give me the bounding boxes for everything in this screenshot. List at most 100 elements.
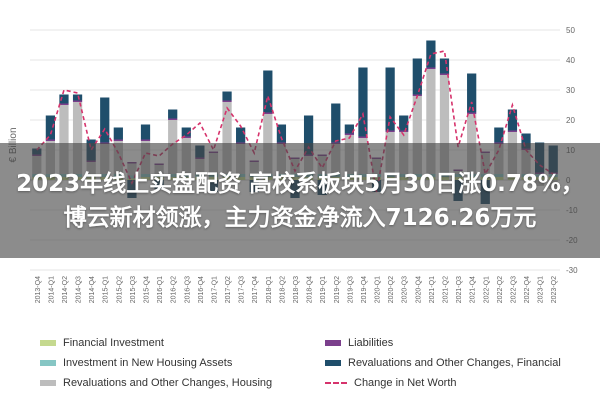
x-tick-label: 2016-Q3 [184, 276, 191, 303]
x-tick-label: 2017-Q3 [239, 276, 246, 303]
bar-segment [426, 40, 436, 68]
bar-segment [358, 67, 368, 137]
x-tick-label: 2014-Q2 [62, 276, 69, 303]
bar-segment [439, 75, 450, 174]
headline-banner: 2023年线上实盘配资 高校系板块5月30日涨0.78%，博云新材领涨，主力资金… [0, 143, 600, 258]
x-tick-label: 2021-Q2 [443, 276, 450, 303]
x-tick-label: 2017-Q1 [212, 276, 219, 303]
legend-item: Change in Net Worth [325, 377, 457, 389]
bar-segment [181, 136, 191, 138]
bar-segment [222, 102, 232, 174]
bar-segment [236, 127, 246, 143]
x-tick-label: 2017-Q4 [252, 276, 259, 303]
x-tick-label: 2022-Q3 [510, 276, 517, 303]
x-tick-label: 2015-Q2 [116, 276, 123, 303]
bar-segment [168, 109, 178, 119]
legend-swatch-icon [40, 360, 56, 366]
x-tick-label: 2017-Q2 [225, 276, 232, 303]
x-tick-label: 2019-Q2 [334, 276, 341, 303]
bar-segment [113, 139, 123, 141]
x-tick-label: 2015-Q4 [144, 276, 151, 303]
y-tick-label: 50 [566, 26, 575, 35]
bar-segment [467, 112, 477, 114]
bar-segment [72, 102, 83, 174]
y-tick-label: 20 [566, 116, 575, 125]
x-tick-label: 2023-Q2 [551, 276, 558, 303]
x-tick-label: 2021-Q3 [456, 276, 463, 303]
bar-segment [412, 96, 422, 174]
bar-segment [358, 136, 368, 138]
bar-segment [303, 115, 314, 155]
bar-segment [140, 139, 151, 141]
bar-segment [140, 124, 151, 140]
x-tick-label: 2016-Q1 [157, 276, 164, 303]
legend-label: Liabilities [348, 337, 394, 349]
x-tick-label: 2016-Q2 [171, 276, 178, 303]
x-tick-label: 2013-Q4 [35, 276, 42, 303]
bar-segment [507, 109, 518, 131]
bar-segment [168, 118, 178, 120]
legend-label: Revaluations and Other Changes, Housing [63, 377, 273, 389]
bar-segment [72, 100, 83, 102]
x-tick-labels: 2013-Q4 2014-Q1 2014-Q2 2014-Q3 2014-Q4 2015-… [35, 276, 558, 303]
x-tick-label: 2018-Q1 [266, 276, 273, 303]
bar-segment [45, 139, 56, 141]
bar-segment [263, 112, 273, 114]
legend-label: Revaluations and Other Changes, Financia… [348, 357, 561, 369]
bar-segment [426, 69, 436, 174]
bar-segment [494, 127, 504, 143]
x-tick-label: 2021-Q4 [470, 276, 477, 303]
bar-segment [72, 94, 83, 101]
y-tick-label: 30 [566, 86, 575, 95]
legend-swatch-icon [325, 340, 341, 346]
bar-segment [399, 130, 409, 132]
x-tick-label: 2018-Q3 [293, 276, 300, 303]
y-tick-label: 40 [566, 56, 575, 65]
legend-item: Liabilities [325, 337, 393, 349]
bar-segment [181, 127, 191, 137]
x-tick-label: 2022-Q2 [497, 276, 504, 303]
x-tick-label: 2022-Q4 [524, 276, 531, 303]
x-tick-label: 2021-Q1 [429, 276, 436, 303]
bar-segment [276, 124, 287, 143]
legend-label: Investment in New Housing Assets [63, 357, 233, 369]
bar-segment [507, 130, 518, 132]
bar-segment [45, 115, 56, 140]
bar-segment [399, 115, 409, 131]
x-tick-label: 2014-Q1 [48, 276, 55, 303]
bar-segment [439, 58, 450, 74]
x-tick-label: 2019-Q1 [320, 276, 327, 303]
bar-segment [222, 100, 232, 102]
headline-text: 2023年线上实盘配资 高校系板块5月30日涨0.78%，博云新材领涨，主力资金… [16, 170, 584, 231]
y-tick-label: -30 [566, 266, 578, 275]
x-tick-label: 2014-Q3 [76, 276, 83, 303]
bar-segment [59, 105, 69, 174]
legend-item: Financial Investment [40, 337, 164, 349]
x-tick-label: 2020-Q1 [375, 276, 382, 303]
x-tick-label: 2015-Q1 [103, 276, 110, 303]
x-tick-label: 2018-Q4 [307, 276, 314, 303]
x-tick-label: 2015-Q3 [130, 276, 137, 303]
legend-swatch-icon [325, 360, 341, 366]
x-tick-label: 2019-Q4 [361, 276, 368, 303]
bar-segment [439, 73, 450, 75]
legend-item: Revaluations and Other Changes, Housing [40, 377, 272, 389]
bar-segment [100, 97, 110, 143]
x-tick-label: 2018-Q2 [279, 276, 286, 303]
x-tick-label: 2019-Q3 [347, 276, 354, 303]
legend-item: Revaluations and Other Changes, Financia… [325, 357, 561, 369]
bar-segment [385, 67, 395, 131]
legend: Financial Investment Liabilities Investmen… [0, 330, 600, 400]
x-tick-label: 2022-Q1 [483, 276, 490, 303]
bar-segment [344, 124, 354, 134]
bar-segment [467, 73, 477, 113]
bar-segment [59, 103, 69, 105]
legend-label: Change in Net Worth [354, 377, 457, 389]
x-tick-label: 2023-Q1 [538, 276, 545, 303]
legend-item: Investment in New Housing Assets [40, 357, 232, 369]
x-tick-label: 2016-Q4 [198, 276, 205, 303]
x-tick-label: 2020-Q2 [388, 276, 395, 303]
legend-label: Financial Investment [63, 337, 164, 349]
bar-segment [426, 67, 436, 69]
x-tick-label: 2014-Q4 [89, 276, 96, 303]
